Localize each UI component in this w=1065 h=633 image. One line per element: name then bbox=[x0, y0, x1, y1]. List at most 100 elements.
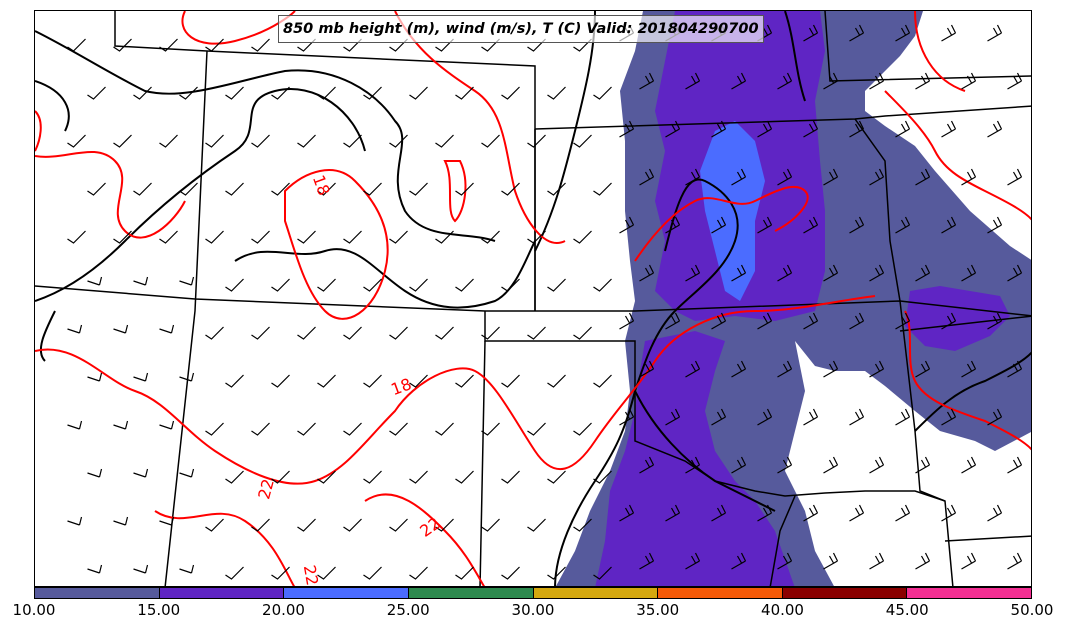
wind-barb bbox=[777, 360, 793, 378]
wind-barb bbox=[159, 230, 178, 244]
wind-barb bbox=[251, 38, 270, 52]
wind-barb bbox=[619, 120, 635, 138]
wind-barb bbox=[731, 552, 747, 570]
wind-barb bbox=[915, 72, 931, 90]
wind-barb bbox=[133, 564, 149, 574]
wind-barb bbox=[915, 360, 931, 378]
wind-barb bbox=[573, 518, 592, 532]
wind-barb bbox=[527, 134, 546, 148]
wind-barb bbox=[639, 552, 655, 570]
wind-barb bbox=[573, 134, 592, 148]
wind-barb bbox=[297, 230, 316, 244]
wind-barb bbox=[961, 456, 977, 474]
wind-barb bbox=[547, 278, 566, 292]
colorbar-segment-3 bbox=[408, 588, 534, 598]
wind-barb bbox=[455, 470, 474, 484]
wind-barb bbox=[573, 38, 592, 52]
wind-barb bbox=[711, 216, 727, 234]
wind-barb bbox=[619, 408, 635, 426]
wind-barb bbox=[87, 276, 103, 286]
wind-barb bbox=[67, 38, 86, 52]
wind-barb bbox=[251, 422, 270, 436]
wind-barb bbox=[225, 86, 244, 100]
wind-barb bbox=[455, 182, 474, 196]
colorbar-tick-label: 15.00 bbox=[137, 601, 181, 619]
wind-barb bbox=[941, 312, 957, 330]
wind-barb bbox=[481, 38, 500, 52]
wind-barb bbox=[547, 182, 566, 196]
wind-barb bbox=[179, 372, 195, 382]
wind-speed-colorbar bbox=[34, 587, 1032, 599]
wind-barb bbox=[225, 182, 244, 196]
wind-barb bbox=[343, 134, 362, 148]
wind-barb bbox=[941, 408, 957, 426]
wind-barb bbox=[501, 374, 520, 388]
wind-barb bbox=[731, 264, 747, 282]
wind-barb bbox=[711, 312, 727, 330]
wind-barb bbox=[849, 408, 865, 426]
wind-barb bbox=[87, 182, 106, 196]
temp-label-18-north: 18 bbox=[309, 172, 334, 198]
wind-barb bbox=[251, 326, 270, 340]
wind-barb bbox=[343, 518, 362, 532]
wind-barb bbox=[849, 312, 865, 330]
wind-barb bbox=[297, 518, 316, 532]
wind-barb bbox=[823, 264, 839, 282]
state-borders bbox=[35, 11, 1031, 586]
wind-barb bbox=[179, 182, 198, 196]
wind-barb bbox=[803, 216, 819, 234]
wind-barbs bbox=[67, 24, 1023, 580]
wind-barb bbox=[639, 456, 655, 474]
colorbar-tick-label: 25.00 bbox=[386, 601, 430, 619]
wind-barb bbox=[205, 326, 224, 340]
wind-barb bbox=[455, 278, 474, 292]
wind-barb bbox=[133, 182, 152, 196]
wind-barb bbox=[941, 24, 957, 42]
wind-barb bbox=[573, 230, 592, 244]
wind-barb bbox=[159, 38, 178, 52]
wind-barb bbox=[639, 264, 655, 282]
wind-barb bbox=[731, 72, 747, 90]
wind-barb bbox=[205, 518, 224, 532]
wind-barb bbox=[731, 456, 747, 474]
wind-barb bbox=[685, 360, 701, 378]
wind-barb bbox=[895, 504, 911, 522]
wind-barb bbox=[205, 38, 224, 52]
wind-barb bbox=[501, 182, 520, 196]
wind-barb bbox=[823, 168, 839, 186]
wind-barb bbox=[869, 360, 885, 378]
wind-barb bbox=[1007, 168, 1023, 186]
wind-barb bbox=[823, 456, 839, 474]
wind-barb bbox=[869, 552, 885, 570]
wind-barb bbox=[869, 264, 885, 282]
wind-barb bbox=[317, 470, 336, 484]
wind-barb bbox=[363, 470, 382, 484]
wind-barb bbox=[711, 120, 727, 138]
wind-barb bbox=[941, 504, 957, 522]
wind-barb bbox=[133, 86, 152, 100]
wind-barb bbox=[527, 518, 546, 532]
wind-barb bbox=[915, 456, 931, 474]
wind-barb bbox=[297, 422, 316, 436]
wind-barb bbox=[481, 422, 500, 436]
wind-barb bbox=[961, 168, 977, 186]
wind-barb bbox=[435, 518, 454, 532]
wind-barb bbox=[895, 120, 911, 138]
wind-barb bbox=[987, 24, 1003, 42]
wind-barb bbox=[87, 564, 103, 574]
wind-barb bbox=[389, 518, 408, 532]
wind-barb bbox=[317, 182, 336, 196]
wind-barb bbox=[113, 230, 132, 244]
wind-barb bbox=[685, 264, 701, 282]
wind-barb bbox=[389, 422, 408, 436]
map-panel: 18 18 22 22 22 bbox=[34, 10, 1032, 587]
wind-barb bbox=[317, 374, 336, 388]
wind-barb bbox=[113, 516, 129, 526]
wind-barb bbox=[87, 468, 103, 478]
wind-barb bbox=[133, 372, 149, 382]
temperature-contours bbox=[35, 11, 1031, 586]
wind-barb bbox=[639, 168, 655, 186]
wind-barb bbox=[619, 216, 635, 234]
wind-barb bbox=[455, 374, 474, 388]
wind-fill-15-20 bbox=[595, 11, 1010, 586]
